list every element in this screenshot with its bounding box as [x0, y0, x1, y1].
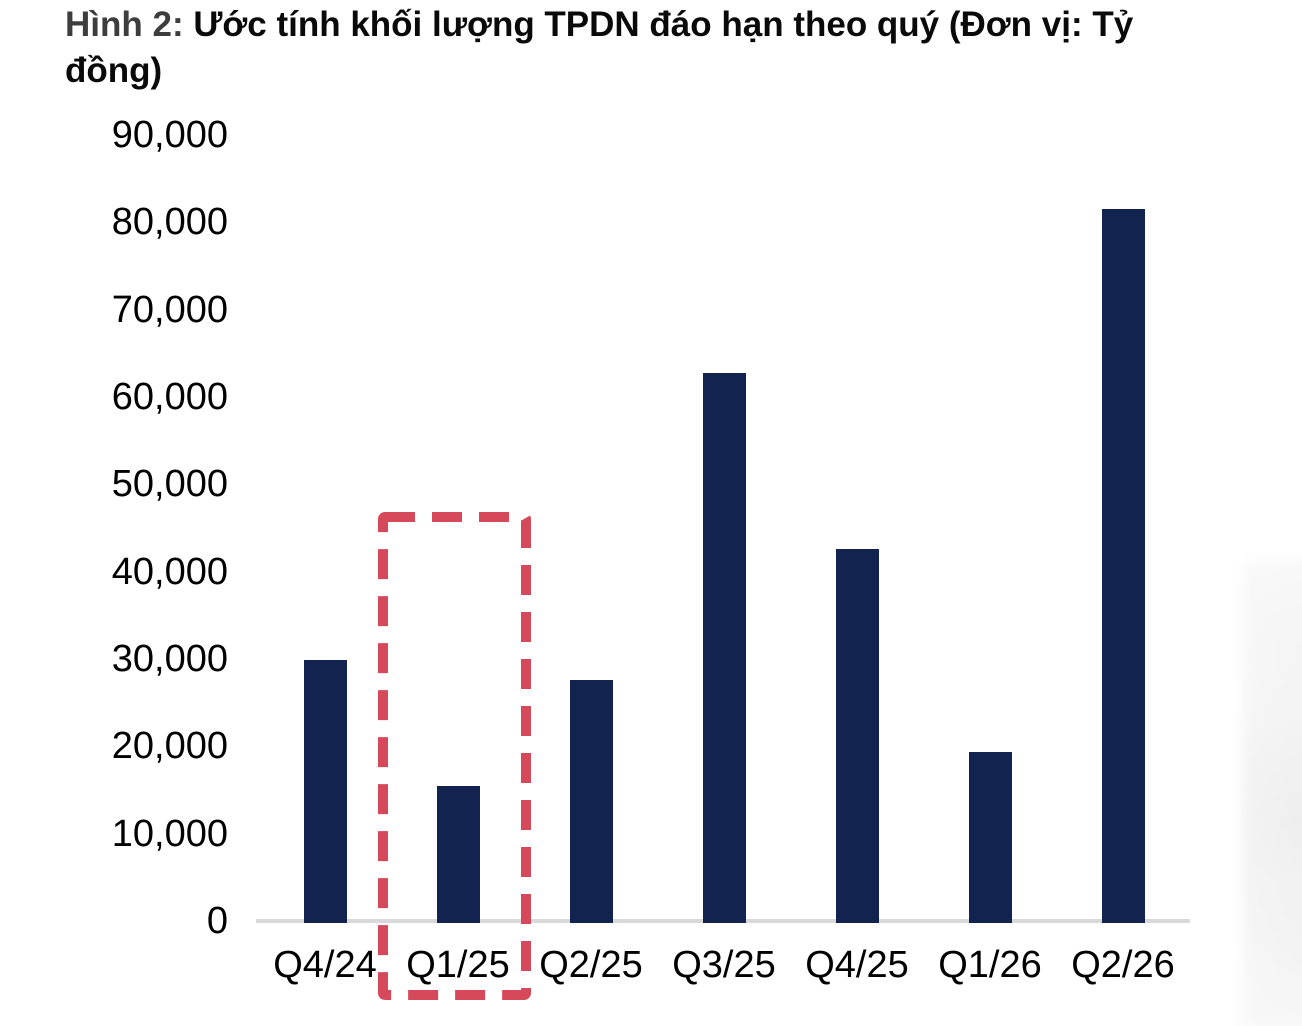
y-axis-tick-label: 20,000: [111, 725, 228, 768]
bar-q1-25: [436, 786, 480, 923]
x-axis-label-q4-25: Q4/25: [805, 944, 909, 986]
y-axis-tick-label: 80,000: [111, 201, 228, 244]
x-axis-label-q3-25: Q3/25: [672, 944, 776, 986]
y-axis-tick-label: 30,000: [111, 638, 228, 680]
y-axis-tick-label: 40,000: [111, 550, 228, 593]
y-axis-tick-label: 90,000: [111, 114, 228, 156]
right-edge-smudge: [1242, 560, 1302, 1026]
x-axis-label-q4-24: Q4/24: [273, 944, 377, 986]
bar-q4-25: [835, 549, 879, 923]
bar-q1-26: [968, 752, 1012, 923]
x-axis-label-q2-25: Q2/25: [539, 944, 643, 986]
y-axis-tick-label: 10,000: [111, 812, 228, 855]
x-axis-label-q2-26: Q2/26: [1071, 944, 1175, 986]
y-axis-tick-label: 50,000: [111, 463, 228, 506]
chart-title-prefix: Hình 2:: [65, 5, 184, 44]
y-axis-tick-label: 60,000: [111, 376, 228, 418]
bar-q2-25: [569, 680, 613, 923]
bar-q2-26: [1101, 209, 1145, 923]
x-axis-label-q1-26: Q1/26: [938, 944, 1042, 986]
chart-title-line1: Hình 2: Ước tính khối lượng TPDN đáo hạn…: [65, 2, 1235, 48]
y-axis-tick-label: 0: [206, 900, 228, 942]
bar-q4-24: [303, 660, 347, 923]
chart-title-text: Ước tính khối lượng TPDN đáo hạn theo qu…: [193, 5, 1134, 44]
y-axis-tick-label: 70,000: [111, 288, 228, 331]
chart-title-line2: đồng): [65, 51, 163, 90]
bar-q3-25: [702, 373, 746, 923]
chart-title: Hình 2: Ước tính khối lượng TPDN đáo hạn…: [65, 2, 1235, 94]
